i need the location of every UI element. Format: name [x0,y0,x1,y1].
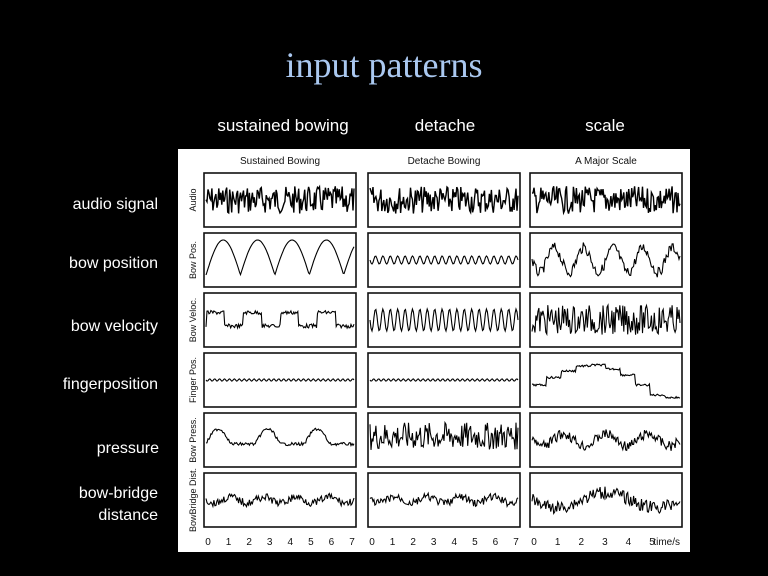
row-label-bow-position: bow position [69,255,158,272]
subplot-title: Detache Bowing [408,156,481,167]
x-tick-label: 5 [308,537,314,548]
subplot-frame [529,232,683,288]
subplot-title: A Major Scale [575,156,637,167]
x-tick-label: 4 [288,537,294,548]
subplot-frame [367,292,521,348]
signal-trace [369,378,519,382]
signal-trace [205,492,355,509]
subplot-frame [203,172,357,228]
subplot-frame [529,412,683,468]
x-tick-label: 0 [531,537,537,548]
signal-trace [369,307,519,333]
signal-trace [369,185,519,215]
subplot-title: Sustained Bowing [240,156,320,167]
subplot-frame [367,412,521,468]
x-unit-label: time/s [653,537,680,548]
signal-trace [205,427,355,447]
row-label-audio-signal: audio signal [72,196,158,213]
signal-trace [531,303,681,337]
row-axis-label: Bow Press. [188,417,198,463]
x-tick-label: 2 [410,537,416,548]
signal-trace [531,186,681,216]
x-tick-label: 0 [369,537,375,548]
column-header-detache: detache [414,116,476,135]
x-tick-label: 6 [329,537,335,548]
x-tick-label: 5 [472,537,478,548]
row-label-bow-bridge-distance: bow-bridge distance [78,485,158,524]
subplot-frame [367,232,521,288]
x-tick-label: 4 [452,537,458,548]
signal-trace [531,429,681,452]
subplot-frame [529,472,683,528]
x-tick-label: 1 [555,537,561,548]
subplot-frame [203,412,357,468]
row-label-pressure: pressure [96,440,159,457]
subplot-frame [367,472,521,528]
signal-trace [369,491,519,509]
signal-trace [531,242,681,278]
row-axis-label: Bow Veloc. [188,298,198,343]
column-header-sustained-bowing: sustained bowing [217,116,349,135]
subplot-frame [529,292,683,348]
subplot-frame [529,172,683,228]
subplot-frame [529,352,683,408]
x-tick-label: 2 [578,537,584,548]
signal-trace [205,239,355,277]
x-tick-label: 0 [205,537,211,548]
x-tick-label: 5 [649,537,655,548]
x-tick-label: 3 [431,537,437,548]
x-tick-label: 6 [493,537,499,548]
x-tick-label: 1 [390,537,396,548]
row-axis-label: BowBridge Dist. [188,468,198,532]
column-header-scale: scale [585,116,625,135]
signal-trace [205,309,355,330]
subplot-frame [203,292,357,348]
subplot-frame [367,352,521,408]
x-tick-label: 3 [602,537,608,548]
signal-trace [531,486,681,515]
subplot-frame [203,232,357,288]
row-axis-label: Bow Pos. [188,241,198,279]
x-tick-label: 7 [349,537,355,548]
subplot-frame [367,172,521,228]
x-tick-label: 4 [626,537,632,548]
x-tick-label: 7 [513,537,519,548]
row-axis-label: Audio [188,188,198,211]
signal-trace [369,255,519,265]
row-label-bow-velocity: bow velocity [70,318,158,335]
signal-figure: Sustained Bowing Detache Bowing A Major Sc… [178,149,690,552]
x-tick-label: 1 [226,537,232,548]
signal-grid: Sustained Bowing Detache Bowing A Major Sc… [188,156,683,548]
subplot-frame [203,352,357,408]
signal-trace [369,420,519,450]
x-tick-label: 2 [246,537,252,548]
row-axis-label: Finger Pos. [188,357,198,403]
x-tick-label: 3 [267,537,273,548]
signal-trace [205,184,355,215]
signal-trace [531,363,681,400]
signal-trace [205,378,355,382]
slide-title: input patterns [285,45,483,85]
subplot-frame [203,472,357,528]
row-label-fingerposition: fingerposition [62,376,158,393]
